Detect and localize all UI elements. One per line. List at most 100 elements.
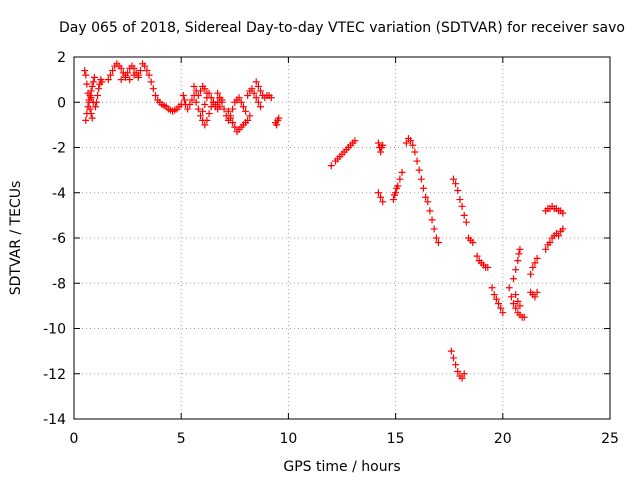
data-point — [194, 105, 202, 113]
data-point — [216, 94, 224, 102]
data-point — [456, 196, 464, 204]
data-point — [231, 123, 239, 131]
data-point — [374, 139, 382, 147]
x-tick-label: 5 — [177, 431, 186, 447]
axes: 0 5 10 15 20 25 -14 -12 -10 -8 -6 -4 -2 0 2 — [43, 50, 619, 447]
data-point — [188, 96, 196, 104]
data-point — [555, 232, 563, 240]
data-point — [462, 218, 470, 226]
y-tick-label: -14 — [43, 412, 66, 428]
data-point — [428, 216, 436, 224]
data-point — [184, 105, 192, 113]
data-point — [374, 189, 382, 197]
data-point — [84, 103, 92, 111]
data-point — [81, 67, 89, 75]
data-point — [252, 78, 260, 86]
data-point — [194, 91, 202, 99]
y-tick-label: 2 — [57, 50, 66, 66]
data-point — [419, 184, 427, 192]
data-point — [224, 107, 232, 115]
data-point — [458, 202, 466, 210]
x-tick-label: 25 — [601, 431, 619, 447]
x-tick-label: 0 — [70, 431, 79, 447]
data-point — [89, 78, 97, 86]
data-point — [104, 76, 112, 84]
data-point — [250, 89, 258, 97]
data-point — [415, 166, 423, 174]
data-point — [275, 114, 283, 122]
data-point — [199, 107, 207, 115]
data-point — [93, 98, 101, 106]
data-point — [377, 148, 385, 156]
data-point — [237, 98, 245, 106]
data-point — [83, 110, 91, 118]
data-point — [512, 291, 520, 299]
data-point — [458, 374, 466, 382]
data-point — [267, 94, 275, 102]
data-point — [130, 64, 138, 72]
data-point — [379, 141, 387, 149]
data-point — [499, 309, 507, 317]
data-point — [136, 67, 144, 75]
data-point — [469, 239, 477, 247]
data-point — [203, 116, 211, 124]
data-point — [248, 85, 256, 93]
x-axis-title: GPS time / hours — [283, 459, 400, 475]
y-tick-label: -10 — [43, 322, 66, 338]
data-point — [512, 266, 520, 274]
data-point — [147, 78, 155, 86]
y-axis-title: SDTVAR / TECUs — [8, 181, 24, 296]
data-point — [179, 91, 187, 99]
data-point — [529, 263, 537, 271]
data-point — [396, 175, 404, 183]
data-point — [87, 87, 95, 95]
data-point — [531, 259, 539, 267]
chart-title: Day 065 of 2018, Sidereal Day-to-day VTE… — [59, 20, 625, 36]
data-point — [424, 198, 432, 206]
data-point — [196, 112, 204, 120]
data-point — [434, 239, 442, 247]
data-point — [533, 288, 541, 296]
data-point — [327, 162, 335, 170]
data-point — [473, 252, 481, 260]
data-point — [205, 110, 213, 118]
data-point — [218, 98, 226, 106]
data-point — [216, 103, 224, 111]
data-point — [559, 209, 567, 217]
data-point — [149, 85, 157, 93]
data-point — [244, 91, 252, 99]
x-tick-label: 10 — [279, 431, 297, 447]
y-tick-label: -12 — [43, 367, 66, 383]
data-point — [460, 211, 468, 219]
data-point — [533, 254, 541, 262]
data-point — [87, 94, 95, 102]
y-tick-label: -8 — [52, 276, 66, 292]
data-point — [449, 354, 457, 362]
data-point — [106, 71, 114, 79]
data-point — [422, 193, 430, 201]
data-point — [192, 98, 200, 106]
data-point — [391, 191, 399, 199]
data-point — [452, 180, 460, 188]
data-point — [244, 116, 252, 124]
data-point — [512, 304, 520, 312]
data-point — [454, 367, 462, 375]
data-point — [417, 175, 425, 183]
data-point — [559, 225, 567, 233]
data-point — [507, 293, 515, 301]
data-point — [492, 295, 500, 303]
data-point — [389, 196, 397, 204]
data-point — [88, 114, 96, 122]
data-point — [520, 313, 528, 321]
data-point — [117, 76, 125, 84]
data-point — [411, 148, 419, 156]
data-point — [220, 105, 228, 113]
data-point — [377, 193, 385, 201]
x-tick-label: 15 — [387, 431, 405, 447]
data-point — [426, 207, 434, 215]
data-point — [454, 186, 462, 194]
data-point — [151, 91, 159, 99]
data-point — [398, 168, 406, 176]
data-point — [201, 101, 209, 109]
y-tick-label: -6 — [52, 231, 66, 247]
